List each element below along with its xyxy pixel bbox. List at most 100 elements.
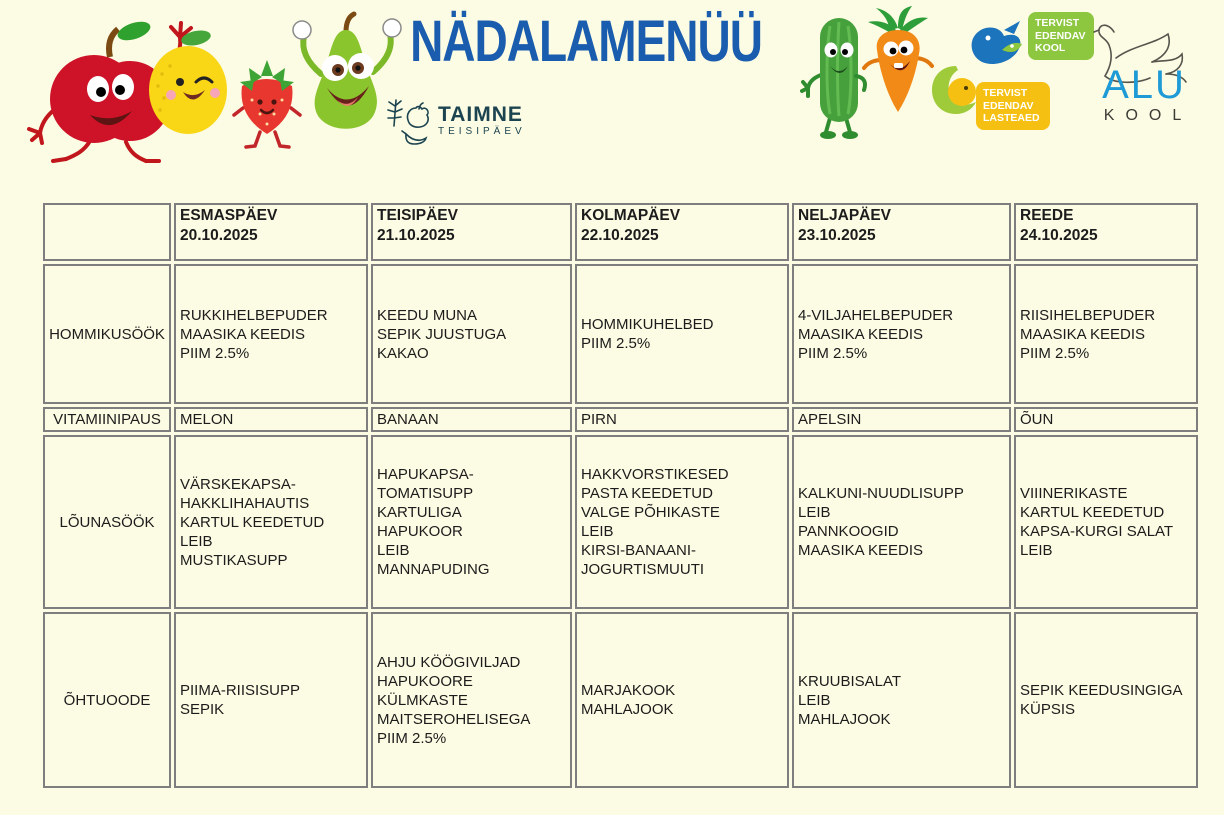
menu-item-line: VIIINERIKASTE bbox=[1020, 485, 1128, 502]
taimne-teisipaev-logo: TAIMNE TEISIPÄEV bbox=[386, 96, 526, 146]
tervist-edendav-kool-badge: TERVIST EDENDAV KOOL bbox=[1028, 12, 1094, 60]
menu-cell: RUKKIHELBEPUDER MAASIKA KEEDIS PIIM 2.5% bbox=[174, 264, 368, 404]
menu-item-line: PASTA KEEDETUD bbox=[581, 485, 713, 502]
row-label: VITAMIINIPAUS bbox=[43, 407, 171, 432]
day-name: ESMASPÄEV bbox=[180, 207, 278, 224]
menu-cell: KEEDU MUNA SEPIK JUUSTUGA KAKAO bbox=[371, 264, 572, 404]
menu-item-line: KÜLMKASTE bbox=[377, 691, 468, 709]
menu-cell: RIISIHELBEPUDER MAASIKA KEEDIS PIIM 2.5% bbox=[1014, 264, 1198, 404]
menu-item-line: 4-VILJAHELBEPUDER bbox=[798, 306, 954, 324]
menu-item-line: HAPUKAPSA- bbox=[377, 466, 474, 483]
table-row: ÕHTUOODE PIIMA-RIISISUPP SEPIK AHJU KÖÖGIVI… bbox=[43, 612, 1198, 788]
menu-item-line: SEPIK KEEDUSINGIGA bbox=[1020, 682, 1183, 699]
strawberry-mascot-icon bbox=[232, 60, 302, 149]
swan-icon bbox=[1092, 24, 1187, 84]
menu-item-line: MAASIKA KEEDIS bbox=[1020, 325, 1146, 343]
blue-bird-icon bbox=[971, 21, 1022, 65]
apple-mascot-icon bbox=[27, 21, 195, 163]
menu-cell: KRUUBISALAT LEIB MAHLAJOOK bbox=[792, 612, 1011, 788]
table-row: HOMMIKUSÖÖK RUKKIHELBEPUDER MAASIKA KEEDIS… bbox=[43, 264, 1198, 404]
table-row: VITAMIINIPAUS MELON BANAAN PIRN APELSIN ÕUN bbox=[43, 407, 1198, 432]
day-header-reede: REEDE 24.10.2025 bbox=[1014, 203, 1198, 261]
menu-item-line: HAPUKOORE bbox=[377, 672, 473, 690]
menu-cell: AHJU KÖÖGIVILJAD HAPUKOORE KÜLMKASTE MAITSE… bbox=[371, 612, 572, 788]
menu-cell: KALKUNI-NUUDLISUPP LEIB PANNKOOGID MAASIKA … bbox=[792, 435, 1011, 609]
menu-item-line: APELSIN bbox=[798, 411, 862, 428]
day-date: 22.10.2025 bbox=[581, 227, 659, 244]
menu-item-line: MARJAKOOK bbox=[581, 682, 676, 699]
menu-item-line: MANNAPUDING bbox=[377, 561, 490, 578]
menu-item-line: LEIB bbox=[377, 542, 410, 559]
menu-item-line: KAKAO bbox=[377, 344, 429, 362]
corner-cell bbox=[43, 203, 171, 261]
menu-item-line: PIIMA-RIISISUPP bbox=[180, 682, 301, 699]
alu-kool-logo: ALU KOOL bbox=[1088, 18, 1200, 125]
day-date: 20.10.2025 bbox=[180, 227, 258, 244]
menu-item-line: ÕUN bbox=[1020, 411, 1054, 428]
menu-cell: VÄRSKEKAPSA- HAKKLIHAHAUTIS KARTUL KEEDETU… bbox=[174, 435, 368, 609]
day-header-neljapev: NELJAPÄEV 23.10.2025 bbox=[792, 203, 1011, 261]
menu-item-line: LEIB bbox=[180, 532, 213, 550]
menu-cell: VIIINERIKASTE KARTUL KEEDETUD KAPSA-KURGI … bbox=[1014, 435, 1198, 609]
lemon-mascot-icon bbox=[149, 30, 227, 134]
menu-item-line: MAASIKA KEEDIS bbox=[798, 325, 924, 343]
herbs-sketch-icon bbox=[387, 99, 429, 145]
menu-cell: SEPIK KEEDUSINGIGA KÜPSIS bbox=[1014, 612, 1198, 788]
menu-item-line: KAPSA-KURGI SALAT bbox=[1020, 523, 1174, 540]
day-name: NELJAPÄEV bbox=[798, 207, 892, 224]
menu-item-line: KALKUNI-NUUDLISUPP bbox=[798, 485, 964, 502]
menu-item-line: PIRN bbox=[581, 411, 617, 428]
table-row: LÕUNASÖÖK VÄRSKEKAPSA- HAKKLIHAHAUTIS KARTU… bbox=[43, 435, 1198, 609]
day-name: REEDE bbox=[1020, 207, 1074, 224]
day-date: 24.10.2025 bbox=[1020, 227, 1098, 244]
menu-item-line: MELON bbox=[180, 411, 234, 428]
menu-item-line: MAHLAJOOK bbox=[798, 710, 891, 728]
menu-item-line: PANNKOOGID bbox=[798, 523, 899, 540]
menu-item-line: PIIM 2.5% bbox=[180, 344, 250, 362]
menu-cell: BANAAN bbox=[371, 407, 572, 432]
menu-item-line: BANAAN bbox=[377, 411, 439, 428]
menu-item-line: KARTUL KEEDETUD bbox=[180, 513, 325, 531]
menu-item-line: MAASIKA KEEDIS bbox=[798, 542, 924, 559]
badge-line: TERVIST bbox=[983, 87, 1028, 99]
menu-item-line: LEIB bbox=[798, 691, 831, 709]
badge-line: KOOL bbox=[1035, 42, 1066, 54]
menu-item-line: LEIB bbox=[1020, 542, 1053, 559]
menu-cell: HAPUKAPSA- TOMATISUPP KARTULIGA HAPUKOOR LEI… bbox=[371, 435, 572, 609]
badge-line: EDENDAV bbox=[983, 99, 1034, 112]
carrot-mascot-icon bbox=[862, 6, 934, 112]
cucumber-mascot-icon bbox=[800, 18, 867, 139]
row-label: LÕUNASÖÖK bbox=[43, 435, 171, 609]
menu-item-line: VALGE PÕHIKASTE bbox=[581, 504, 720, 521]
menu-cell: ÕUN bbox=[1014, 407, 1198, 432]
menu-cell: PIIMA-RIISISUPP SEPIK bbox=[174, 612, 368, 788]
day-header-teisipev: TEISIPÄEV 21.10.2025 bbox=[371, 203, 572, 261]
day-header-esmaspev: ESMASPÄEV 20.10.2025 bbox=[174, 203, 368, 261]
row-label: ÕHTUOODE bbox=[43, 612, 171, 788]
pear-mascot-icon bbox=[292, 11, 402, 129]
menu-item-line: LEIB bbox=[581, 523, 614, 540]
alu-subtitle: KOOL bbox=[1103, 107, 1193, 124]
menu-item-line: PIIM 2.5% bbox=[798, 344, 868, 362]
tervist-edendav-lasteaed-badge: TERVIST EDENDAV LASTEAED bbox=[976, 82, 1050, 130]
menu-item-line: SEPIK JUUSTUGA bbox=[377, 325, 507, 343]
menu-item-line: KEEDU MUNA bbox=[377, 306, 478, 324]
menu-item-line: MUSTIKASUPP bbox=[180, 551, 288, 569]
menu-item-line: MAHLAJOOK bbox=[581, 701, 674, 718]
menu-item-line: VÄRSKEKAPSA- bbox=[180, 475, 296, 493]
page-title: NÄDALAMENÜÜ bbox=[410, 7, 763, 74]
menu-item-line: KIRSI-BANAANI- bbox=[581, 542, 697, 559]
menu-item-line: AHJU KÖÖGIVILJAD bbox=[377, 653, 521, 671]
menu-item-line: LEIB bbox=[798, 504, 831, 521]
menu-cell: MELON bbox=[174, 407, 368, 432]
menu-cell: HOMMIKUHELBED PIIM 2.5% bbox=[575, 264, 789, 404]
day-date: 21.10.2025 bbox=[377, 227, 455, 244]
menu-item-line: HOMMIKUHELBED bbox=[581, 316, 714, 333]
alu-name: ALU bbox=[1102, 63, 1186, 107]
menu-item-line: RIISIHELBEPUDER bbox=[1020, 306, 1156, 324]
menu-item-line: HAKKLIHAHAUTIS bbox=[180, 494, 310, 512]
menu-item-line: PIIM 2.5% bbox=[1020, 344, 1090, 362]
day-header-kolmapev: KOLMAPÄEV 22.10.2025 bbox=[575, 203, 789, 261]
day-name: KOLMAPÄEV bbox=[581, 207, 681, 224]
